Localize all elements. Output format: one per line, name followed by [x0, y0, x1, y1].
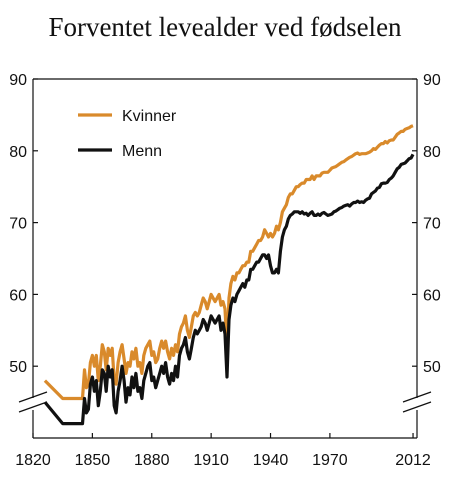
- right-y-axis-ticks: 50 60 70 80 90: [412, 72, 441, 376]
- plot-frame: [32, 78, 418, 439]
- legend: Kvinner Menn: [78, 108, 177, 160]
- series-line-menn: [43, 153, 415, 426]
- left-tick-label: 80: [9, 144, 27, 161]
- x-tick-label: 1820: [15, 452, 51, 469]
- x-tick-label: 1910: [193, 452, 229, 469]
- series-line-kvinner: [43, 124, 414, 401]
- right-tick-label: 50: [423, 359, 441, 376]
- legend-label-kvinner: Kvinner: [122, 108, 177, 125]
- axis-break-marks: [18, 391, 432, 413]
- left-tick-label: 90: [9, 72, 27, 89]
- right-tick-label: 60: [423, 287, 441, 304]
- left-tick-label: 60: [9, 287, 27, 304]
- break-mark-left-b: [18, 401, 48, 413]
- left-tick-label: 70: [9, 216, 27, 233]
- break-mark-left-a: [18, 391, 48, 403]
- right-tick-label: 80: [423, 144, 441, 161]
- x-axis-ticks: 1820 1850 1880 1910 1940 1970 2012: [15, 433, 431, 469]
- right-tick-label: 70: [423, 216, 441, 233]
- x-tick-label: 1940: [253, 452, 289, 469]
- right-tick-label: 90: [423, 72, 441, 89]
- x-tick-label: 1970: [312, 452, 348, 469]
- legend-label-menn: Menn: [122, 143, 162, 160]
- break-mark-right-b: [402, 401, 432, 413]
- x-tick-label: 1880: [134, 452, 170, 469]
- x-tick-label: 2012: [395, 452, 431, 469]
- x-tick-label: 1850: [75, 452, 111, 469]
- left-tick-label: 50: [9, 359, 27, 376]
- series-layer: [43, 124, 415, 426]
- break-mark-right-a: [402, 391, 432, 403]
- left-y-axis-ticks: 50 60 70 80 90: [9, 72, 38, 376]
- chart-title: Forventet levealder ved fødselen: [48, 12, 402, 42]
